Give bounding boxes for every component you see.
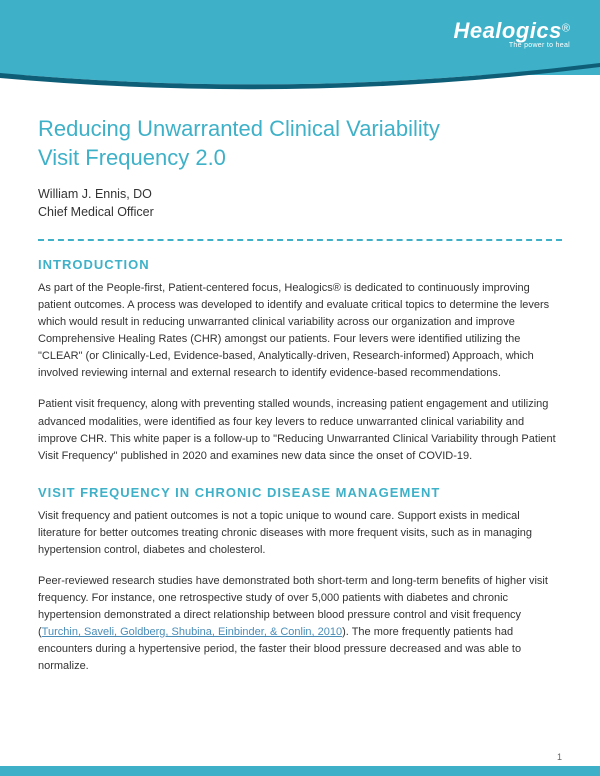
brand-tagline: The power to heal xyxy=(453,42,570,49)
author-title: Chief Medical Officer xyxy=(38,204,562,222)
citation-link[interactable]: Turchin, Saveli, Goldberg, Shubina, Einb… xyxy=(42,626,342,638)
document-title: Reducing Unwarranted Clinical Variabilit… xyxy=(38,115,562,172)
visit-heading: VISIT FREQUENCY IN CHRONIC DISEASE MANAG… xyxy=(38,485,562,500)
brand-logo: Healogics® The power to heal xyxy=(453,18,570,49)
title-line-2: Visit Frequency 2.0 xyxy=(38,145,226,170)
author-block: William J. Ennis, DO Chief Medical Offic… xyxy=(38,186,562,221)
title-line-1: Reducing Unwarranted Clinical Variabilit… xyxy=(38,116,440,141)
intro-heading: INTRODUCTION xyxy=(38,257,562,272)
visit-para-2: Peer-reviewed research studies have demo… xyxy=(38,573,562,675)
footer-band xyxy=(0,766,600,776)
page-number: 1 xyxy=(557,752,562,762)
intro-para-1: As part of the People-first, Patient-cen… xyxy=(38,280,562,382)
dashed-divider xyxy=(38,239,562,241)
registered-mark: ® xyxy=(562,23,570,35)
document-content: Reducing Unwarranted Clinical Variabilit… xyxy=(0,75,600,675)
intro-para-2: Patient visit frequency, along with prev… xyxy=(38,396,562,464)
author-name: William J. Ennis, DO xyxy=(38,186,562,204)
visit-para-1: Visit frequency and patient outcomes is … xyxy=(38,508,562,559)
brand-name: Healogics xyxy=(453,18,561,43)
